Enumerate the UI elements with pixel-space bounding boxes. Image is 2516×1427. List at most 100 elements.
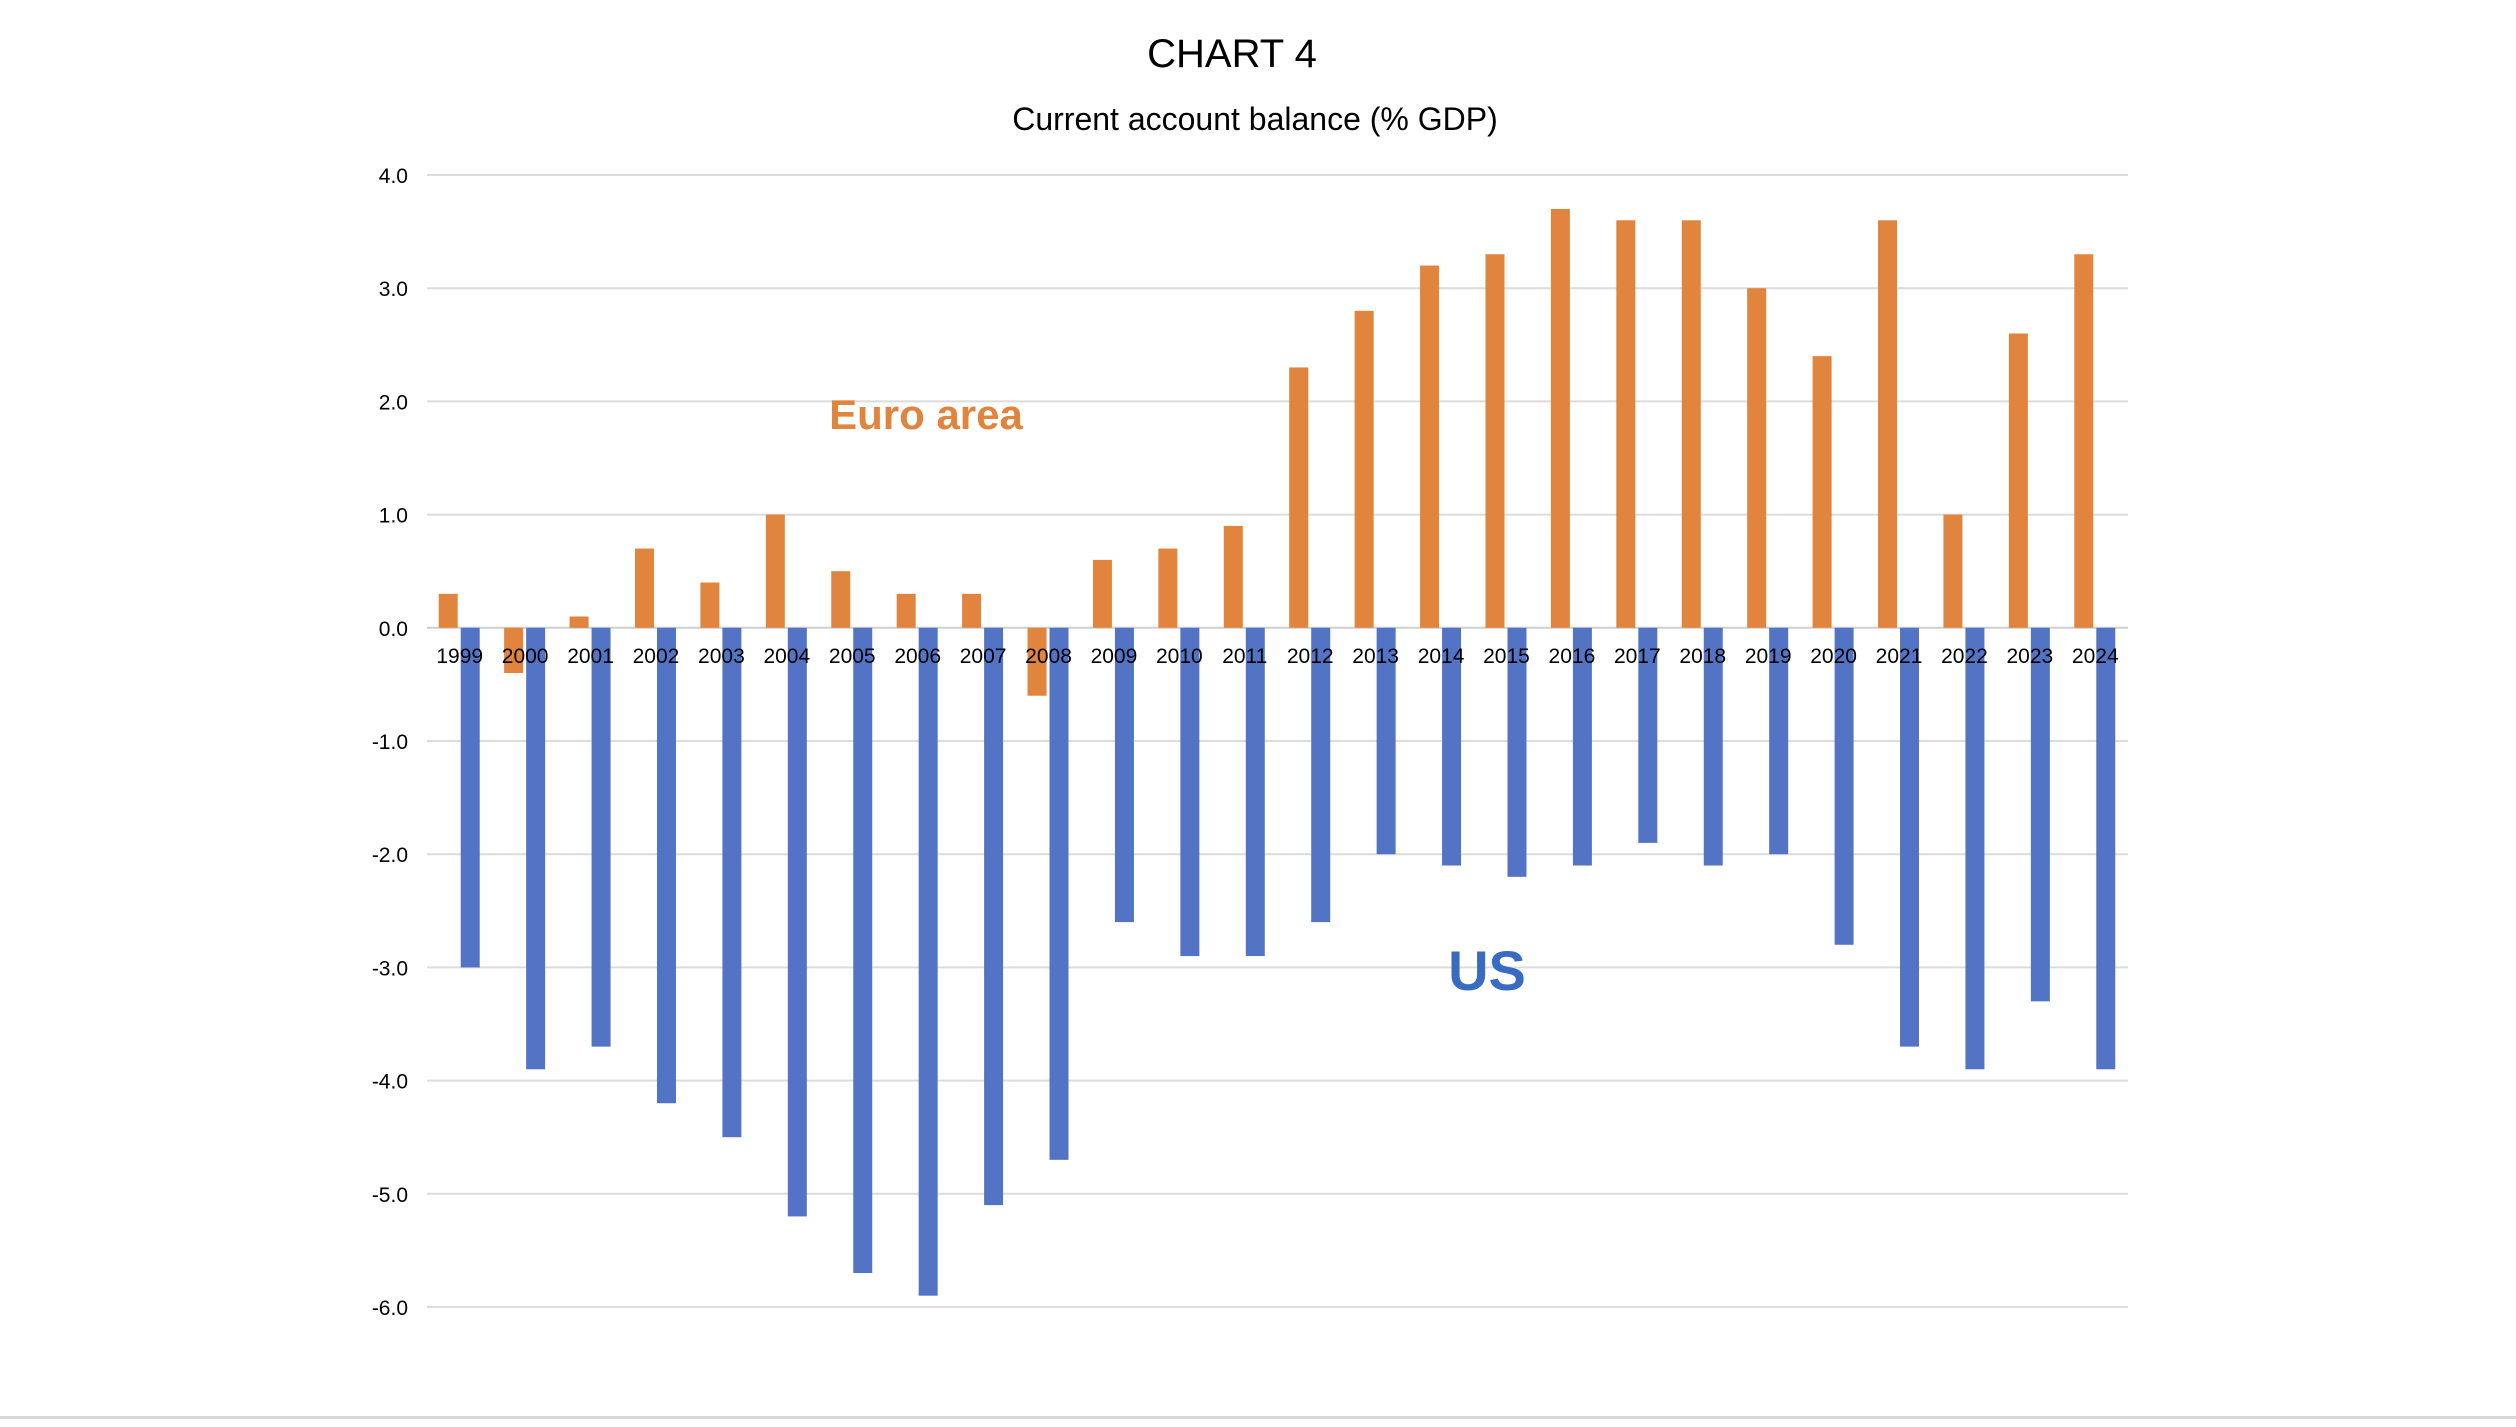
bar-us-2007 (984, 627, 1004, 1206)
bar-us-2020 (1834, 627, 1854, 945)
bar-euro-area-2004 (765, 514, 785, 628)
x-tick-label: 2024 (2072, 645, 2119, 668)
bar-euro-area-2011 (1223, 525, 1243, 628)
bar-us-2004 (787, 627, 807, 1217)
bar-euro-area-2024 (2074, 254, 2094, 628)
bar-euro-area-2013 (1354, 310, 1374, 628)
bar-euro-area-2016 (1550, 208, 1570, 628)
bar-euro-area-2002 (634, 548, 654, 628)
x-tick-label: 2000 (502, 645, 549, 668)
x-tick-label: 2002 (633, 645, 680, 668)
bar-us-2024 (2096, 627, 2116, 1070)
y-tick-label: -6.0 (372, 1297, 408, 1320)
y-tick-label: -1.0 (372, 731, 408, 754)
bar-euro-area-2008 (1027, 627, 1047, 696)
bar-euro-area-2005 (831, 571, 851, 628)
bar-us-2012 (1311, 627, 1331, 923)
bar-us-2013 (1376, 627, 1396, 855)
y-tick-label: -5.0 (372, 1184, 408, 1207)
bar-euro-area-2006 (896, 593, 916, 628)
y-tick-label: 4.0 (379, 165, 408, 188)
bar-euro-area-2023 (2008, 333, 2028, 628)
bar-us-2010 (1180, 627, 1200, 957)
y-tick-label: -2.0 (372, 844, 408, 867)
x-tick-label: 2013 (1352, 645, 1399, 668)
x-tick-label: 2022 (1941, 645, 1988, 668)
bar-euro-area-2017 (1616, 220, 1636, 628)
bar-us-2011 (1245, 627, 1265, 957)
x-tick-label: 2006 (894, 645, 941, 668)
bar-us-2009 (1114, 627, 1134, 923)
bar-us-2006 (918, 627, 938, 1296)
x-tick-label: 2012 (1287, 645, 1334, 668)
y-tick-label: 1.0 (379, 505, 408, 528)
x-axis-ticks: 1999 2000 2001 2002 2003 2004 2005 2006 2007 2008… (436, 645, 2119, 668)
bar-euro-area-2014 (1420, 265, 1440, 628)
bar-us-2019 (1769, 627, 1789, 855)
bar-euro-area-2022 (1943, 514, 1963, 628)
bar-us-2003 (722, 627, 742, 1138)
bar-euro-area-2010 (1158, 548, 1178, 628)
x-tick-label: 2005 (829, 645, 876, 668)
x-tick-label: 2014 (1418, 645, 1465, 668)
bar-us-2000 (526, 627, 546, 1070)
x-tick-label: 2010 (1156, 645, 1203, 668)
bar-us-2021 (1900, 627, 1920, 1047)
x-tick-label: 2011 (1222, 645, 1267, 668)
y-axis-ticks: 4.0 3.0 2.0 1.0 0.0 -1.0 -2.0 -3.0 -4.0 -5.0 -6.0 (372, 165, 408, 1320)
bar-us-1999 (460, 627, 480, 968)
bottom-divider (0, 1416, 2516, 1419)
gridlines (427, 174, 2128, 1308)
x-tick-label: 2009 (1091, 645, 1138, 668)
bar-us-2016 (1572, 627, 1592, 866)
x-tick-label: 2023 (2007, 645, 2054, 668)
x-tick-label: 2020 (1810, 645, 1857, 668)
x-tick-label: 2015 (1483, 645, 1530, 668)
bar-us-2023 (2030, 627, 2050, 1002)
x-tick-label: 2021 (1876, 645, 1923, 668)
bar-us-2015 (1507, 627, 1527, 877)
x-tick-label: 1999 (436, 645, 483, 668)
bar-us-2005 (853, 627, 873, 1274)
x-tick-label: 2019 (1745, 645, 1792, 668)
bar-euro-area-2012 (1289, 367, 1309, 628)
series-label-us: US (1448, 939, 1526, 1002)
bar-euro-area-1999 (438, 593, 458, 628)
bar-euro-area-2021 (1878, 220, 1898, 628)
bar-euro-area-2020 (1812, 356, 1832, 628)
x-tick-label: 2016 (1549, 645, 1596, 668)
bar-us-2017 (1638, 627, 1658, 843)
x-tick-label: 2008 (1025, 645, 1072, 668)
bar-us-2008 (1049, 627, 1069, 1160)
y-tick-label: 3.0 (379, 278, 408, 301)
y-tick-label: 2.0 (379, 391, 408, 414)
bar-us-2001 (591, 627, 611, 1047)
y-tick-label: 0.0 (379, 618, 408, 641)
bar-us-2002 (656, 627, 676, 1104)
x-tick-label: 2007 (960, 645, 1007, 668)
bar-euro-area-2001 (569, 616, 589, 628)
x-tick-label: 2004 (763, 645, 810, 668)
bar-us-2018 (1703, 627, 1723, 866)
bar-euro-area-2015 (1485, 254, 1505, 628)
x-tick-label: 2003 (698, 645, 745, 668)
x-tick-label: 2017 (1614, 645, 1661, 668)
chart-title: CHART 4 (1147, 32, 1317, 76)
bar-euro-area-2000 (504, 627, 524, 674)
chart-subtitle: Current account balance (% GDP) (1012, 101, 1498, 137)
y-tick-label: -3.0 (372, 957, 408, 980)
y-tick-label: -4.0 (372, 1071, 408, 1094)
series-label-euro-area: Euro area (829, 391, 1023, 438)
bar-us-2022 (1965, 627, 1985, 1070)
bars (438, 208, 2116, 1296)
bar-euro-area-2009 (1092, 559, 1112, 628)
x-tick-label: 2001 (567, 645, 614, 668)
x-tick-label: 2018 (1679, 645, 1726, 668)
bar-euro-area-2019 (1747, 288, 1767, 628)
bar-euro-area-2007 (962, 593, 982, 628)
bar-us-2014 (1442, 627, 1462, 866)
bar-euro-area-2003 (700, 582, 720, 628)
bar-euro-area-2018 (1681, 220, 1701, 628)
